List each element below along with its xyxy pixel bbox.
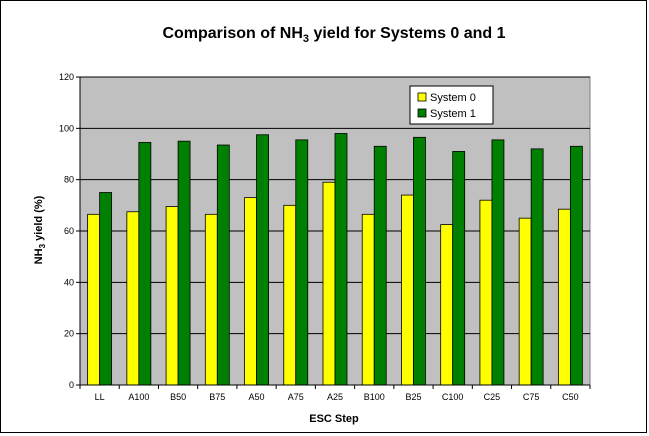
bar-system-1-a50 bbox=[256, 134, 269, 386]
bar-system-0-b75 bbox=[204, 213, 218, 386]
y-tick-label: 20 bbox=[64, 329, 74, 339]
x-tick-label: A50 bbox=[249, 392, 265, 402]
x-tick-label: C50 bbox=[562, 392, 579, 402]
x-tick-label: C25 bbox=[484, 392, 501, 402]
y-tick-label: 100 bbox=[59, 123, 74, 133]
bar-system-0-b50 bbox=[165, 206, 179, 386]
y-tick-label: 60 bbox=[64, 226, 74, 236]
y-tick-label: 80 bbox=[64, 175, 74, 185]
bar-system-1-b25 bbox=[413, 136, 426, 386]
x-tick-label: LL bbox=[95, 392, 105, 402]
x-tick-label: C75 bbox=[523, 392, 540, 402]
y-tick-label: 40 bbox=[64, 277, 74, 287]
bar-system-0-a50 bbox=[244, 197, 257, 386]
bar-system-1-c75 bbox=[530, 148, 544, 386]
y-axis-title: NH3 yield (%) bbox=[33, 195, 47, 264]
x-tick-label: B75 bbox=[209, 392, 225, 402]
bar-system-0-a25 bbox=[322, 181, 336, 386]
y-axis: 0 20 40 60 80 100 120 bbox=[59, 72, 81, 390]
x-tick-label: C100 bbox=[442, 392, 464, 402]
bar-system-0-a75 bbox=[283, 204, 297, 386]
bars bbox=[87, 133, 583, 386]
bar-system-1-c100 bbox=[452, 151, 466, 386]
bar-system-1-b75 bbox=[216, 144, 230, 386]
x-axis: LL A100 B50 B75 A50 A75 A25 B100 B25 C100 C25 C75 C5… bbox=[79, 384, 591, 402]
x-tick-label: A75 bbox=[288, 392, 304, 402]
bar-system-0-c100 bbox=[440, 224, 454, 386]
x-axis-title: ESC Step bbox=[309, 413, 359, 425]
bar-system-0-ll bbox=[87, 213, 101, 386]
legend: System 0 System 1 bbox=[409, 85, 494, 125]
bar-system-1-b100 bbox=[373, 145, 387, 386]
x-tick-label: A100 bbox=[128, 392, 149, 402]
chart-title: Comparison of NH3 yield for Systems 0 an… bbox=[162, 25, 505, 45]
y-axis-title-rest: yield (%) bbox=[33, 195, 45, 244]
y-axis-title-subscript: 3 bbox=[38, 243, 47, 248]
chart-title-rest: yield for Systems 0 and 1 bbox=[309, 25, 506, 42]
bar-system-1-c25 bbox=[491, 139, 505, 386]
bar-system-1-a100 bbox=[138, 142, 152, 386]
bar-system-0-c75 bbox=[518, 217, 532, 386]
chart-title-subscript: 3 bbox=[303, 33, 309, 45]
legend-swatch bbox=[417, 108, 427, 118]
legend-box bbox=[409, 85, 494, 125]
x-tick-label: A25 bbox=[327, 392, 343, 402]
bar-system-1-c50 bbox=[569, 145, 583, 386]
y-tick-label: 120 bbox=[59, 72, 74, 82]
bar-system-0-a100 bbox=[126, 211, 140, 386]
bar-system-0-b25 bbox=[401, 194, 414, 386]
bar-system-1-ll bbox=[99, 192, 113, 386]
bar-system-0-c50 bbox=[557, 208, 571, 386]
x-tick-label: B25 bbox=[405, 392, 421, 402]
bar-system-1-a75 bbox=[295, 139, 309, 386]
x-tick-label: B100 bbox=[364, 392, 385, 402]
y-tick-label: 0 bbox=[69, 380, 74, 390]
bar-system-1-a25 bbox=[334, 133, 348, 386]
bar-system-0-c25 bbox=[479, 199, 493, 386]
bar-system-0-b100 bbox=[361, 213, 375, 386]
legend-label: System 1 bbox=[430, 108, 476, 120]
x-tick-label: B50 bbox=[170, 392, 186, 402]
legend-label: System 0 bbox=[430, 92, 476, 104]
bar-system-1-b50 bbox=[177, 140, 191, 386]
legend-swatch bbox=[417, 92, 427, 102]
